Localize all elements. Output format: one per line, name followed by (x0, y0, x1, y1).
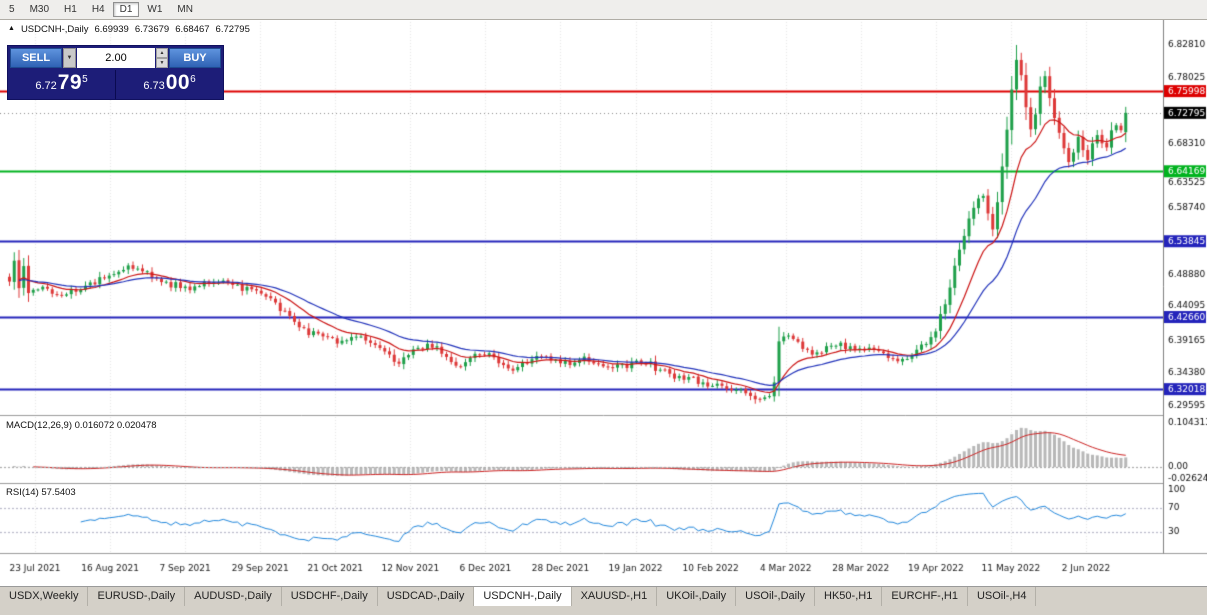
chart-symbol-period: USDCNH-,Daily (20, 24, 89, 35)
chart-tab-USDCHF-,Daily[interactable]: USDCHF-,Daily (282, 587, 378, 606)
volume-decrease-icon[interactable]: ▼ (156, 58, 168, 68)
trade-prices-row: 6.72 79 5 6.73 00 6 (8, 70, 223, 99)
buy-price-big: 00 (165, 71, 191, 94)
one-click-trade-panel: SELL ▼ ▲ ▼ BUY 6.72 79 5 6.73 00 (7, 45, 224, 100)
timeframe-button-H4[interactable]: H4 (85, 2, 112, 17)
trade-controls-row: SELL ▼ ▲ ▼ BUY (10, 48, 221, 68)
timeframe-button-M30[interactable]: M30 (23, 2, 56, 17)
rsi-indicator-label: RSI(14) 57.5403 (6, 487, 76, 498)
timeframe-button-H1[interactable]: H1 (57, 2, 84, 17)
ohlc-close: 6.72795 (215, 24, 250, 35)
chart-canvas[interactable] (0, 20, 1207, 586)
chart-collapse-icon[interactable]: ▲ (8, 25, 15, 32)
timeframe-button-D1[interactable]: D1 (112, 2, 140, 17)
chart-tab-bar: USDX,Weekly EURUSD-,Daily AUDUSD-,Daily USD… (0, 586, 1207, 615)
macd-indicator-label: MACD(12,26,9) 0.016072 0.020478 (6, 420, 157, 431)
buy-price-prefix: 6.73 (143, 80, 165, 92)
chart-region: ▲ USDCNH-,Daily 6.69939 6.73679 6.68467 … (0, 20, 1207, 586)
chart-tab-USDX,Weekly[interactable]: USDX,Weekly (0, 587, 89, 606)
volume-dropdown-icon[interactable]: ▼ (63, 48, 76, 68)
chart-tab-EURCHF-,H1[interactable]: EURCHF-,H1 (882, 587, 968, 606)
sell-price[interactable]: 6.72 79 5 (8, 71, 115, 96)
chart-tab-USOil-,Daily[interactable]: USOil-,Daily (736, 587, 816, 606)
timeframe-button-MN[interactable]: MN (170, 2, 200, 17)
timeframe-button-W1[interactable]: W1 (140, 2, 169, 17)
chart-tab-EURUSD-,Daily[interactable]: EURUSD-,Daily (88, 587, 186, 606)
chart-tab-USDCAD-,Daily[interactable]: USDCAD-,Daily (378, 587, 475, 606)
ohlc-high: 6.73679 (134, 24, 170, 35)
timeframe-toolbar: 5 M30 H1 H4 D1 W1 MN (0, 0, 1207, 20)
buy-button[interactable]: BUY (169, 48, 221, 68)
sell-button[interactable]: SELL (10, 48, 62, 68)
volume-spinner: ▲ ▼ (156, 48, 168, 68)
chart-tab-UKOil-,Daily[interactable]: UKOil-,Daily (657, 587, 737, 606)
ohlc-low: 6.68467 (175, 24, 210, 35)
price-divider (115, 70, 116, 99)
sell-price-sup: 5 (82, 74, 88, 85)
buy-price[interactable]: 6.73 00 6 (116, 71, 223, 96)
volume-input[interactable] (77, 48, 155, 68)
sell-price-big: 79 (57, 71, 83, 94)
chart-tab-HK50-,H1[interactable]: HK50-,H1 (815, 587, 883, 606)
ohlc-open: 6.69939 (94, 24, 129, 35)
chart-tab-USOil-,H4[interactable]: USOil-,H4 (968, 587, 1037, 606)
chart-tab-AUDUSD-,Daily[interactable]: AUDUSD-,Daily (185, 587, 282, 606)
chart-title: ▲ USDCNH-,Daily 6.69939 6.73679 6.68467 … (8, 24, 250, 35)
timeframe-button-5[interactable]: 5 (2, 2, 22, 17)
chart-tab-XAUUSD-,H1[interactable]: XAUUSD-,H1 (572, 587, 658, 606)
chart-tab-USDCNH-,Daily[interactable]: USDCNH-,Daily (474, 587, 572, 606)
buy-price-sup: 6 (190, 74, 196, 85)
volume-increase-icon[interactable]: ▲ (156, 48, 168, 58)
sell-price-prefix: 6.72 (35, 80, 57, 92)
